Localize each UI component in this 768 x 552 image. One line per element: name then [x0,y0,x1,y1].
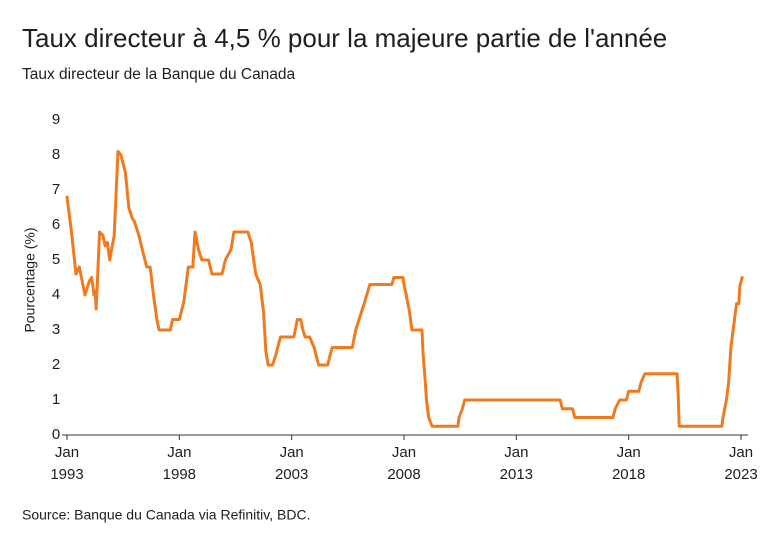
x-tick-label: Jan [617,444,641,461]
x-tick-label: 2018 [612,466,645,483]
x-tick-label: Jan [392,444,416,461]
y-tick-label: 0 [52,426,60,443]
x-tick-label: 1998 [163,466,196,483]
y-tick-label: 7 [52,181,60,198]
y-tick-label: 5 [52,251,60,268]
y-tick-label: 4 [52,286,60,303]
source-note: Source: Banque du Canada via Refinitiv, … [22,507,310,523]
x-tick-label: Jan [729,444,753,461]
x-tick-label: Jan [167,444,191,461]
x-tick-label: 1993 [50,466,83,483]
x-tick-label: 2013 [500,466,533,483]
y-tick-label: 2 [52,356,60,373]
x-tick-label: Jan [280,444,304,461]
x-tick-label: Jan [504,444,528,461]
x-tick-label: 2023 [724,466,757,483]
x-tick-label: 2008 [387,466,420,483]
y-tick-label: 1 [52,391,60,408]
y-axis-label: Pourcentage (%) [22,227,38,332]
chart-title: Taux directeur à 4,5 % pour la majeure p… [22,23,667,53]
y-tick-label: 3 [52,321,60,338]
series-line [65,150,744,428]
x-tick-label: 2003 [275,466,308,483]
y-tick-label: 8 [52,146,60,163]
chart-subtitle: Taux directeur de la Banque du Canada [22,66,296,83]
x-tick-label: Jan [55,444,79,461]
y-tick-label: 6 [52,216,60,233]
y-tick-label: 9 [52,111,60,128]
